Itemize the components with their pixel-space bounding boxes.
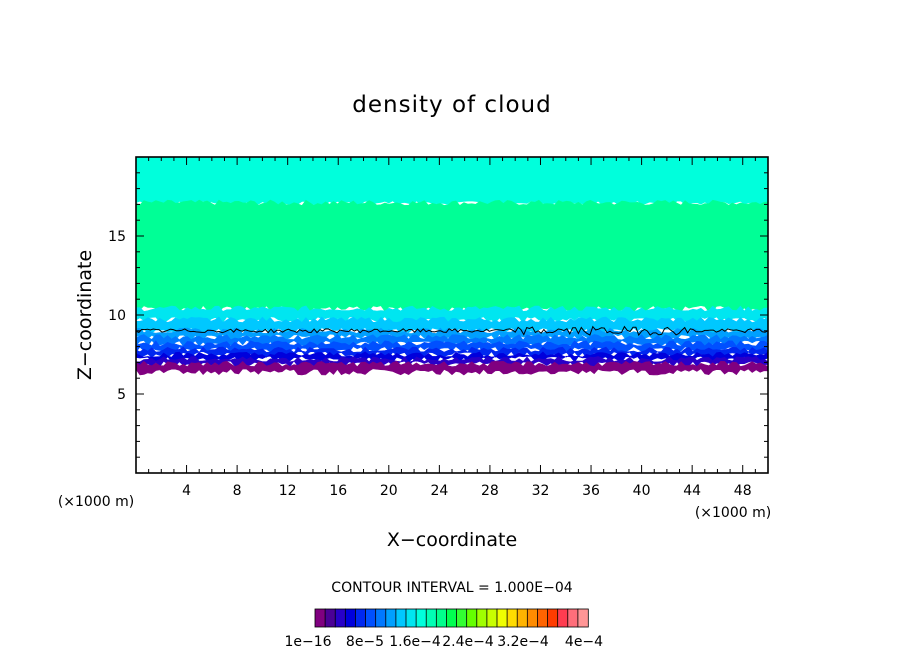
colorbar-tick-label: 2.4e−4 xyxy=(442,634,494,650)
x-unit-label-right: (×1000 m) xyxy=(695,505,771,521)
x-axis-ticks: 4 8 12 16 20 24 28 32 36 40 44 48 xyxy=(148,157,756,499)
x-tick-label: 8 xyxy=(233,483,242,499)
colorbar-swatch xyxy=(415,608,427,628)
x-tick-label: 20 xyxy=(380,483,398,499)
y-tick-label: 15 xyxy=(108,229,126,245)
colorbar-swatch xyxy=(526,608,539,628)
colorbar-tick-label: 1.6e−4 xyxy=(389,634,441,650)
colorbar-swatch xyxy=(324,608,336,628)
colorbar-swatch xyxy=(355,608,367,628)
colorbar-swatch xyxy=(425,608,438,628)
x-unit-label-left: (×1000 m) xyxy=(58,494,134,510)
x-tick-label: 12 xyxy=(279,483,297,499)
colorbar-swatch xyxy=(456,608,468,628)
colorbar-labels: 1e−16 8e−5 1.6e−4 2.4e−4 3.2e−4 4e−4 xyxy=(284,634,603,650)
chart-title: density of cloud xyxy=(352,92,551,118)
colorbar-tick-label: 8e−5 xyxy=(346,634,384,650)
colorbar-swatch xyxy=(435,608,448,628)
cloud-layer-10 xyxy=(136,360,768,376)
colorbar-swatch xyxy=(476,608,488,628)
colorbar-swatch xyxy=(466,608,478,628)
colorbar-swatch xyxy=(557,608,569,628)
y-tick-label: 5 xyxy=(117,387,126,403)
x-tick-label: 28 xyxy=(481,483,499,499)
x-tick-label: 36 xyxy=(582,483,600,499)
colorbar-swatch xyxy=(385,608,397,628)
colorbar-swatch xyxy=(375,608,387,628)
colorbar-swatch xyxy=(547,608,559,628)
colorbar-swatch xyxy=(516,608,529,628)
cloud-layer-6 xyxy=(136,340,768,354)
contour-interval-label: CONTOUR INTERVAL = 1.000E−04 xyxy=(331,580,572,596)
x-tick-label: 4 xyxy=(182,483,191,499)
colorbar-swatch xyxy=(334,608,347,628)
y-axis-ticks: 5 10 15 xyxy=(108,172,768,458)
colorbar-tick-label: 4e−4 xyxy=(565,634,603,650)
cloud-layer-1 xyxy=(136,199,768,313)
x-tick-label: 48 xyxy=(734,483,752,499)
x-axis-label: X−coordinate xyxy=(387,529,517,551)
contour-line xyxy=(136,325,768,337)
colorbar-swatch xyxy=(314,608,326,628)
y-tick-label: 10 xyxy=(108,308,126,324)
colorbar-swatch xyxy=(577,608,589,628)
colorbar-swatch xyxy=(506,608,518,628)
colorbar-swatch xyxy=(446,608,458,628)
colorbar-swatch xyxy=(344,608,357,628)
colorbar-swatch xyxy=(496,608,508,628)
density-fill xyxy=(136,157,768,376)
x-tick-label: 24 xyxy=(430,483,448,499)
x-tick-label: 40 xyxy=(633,483,651,499)
colorbar-tick-label: 3.2e−4 xyxy=(497,634,549,650)
x-tick-label: 16 xyxy=(329,483,347,499)
cloud-layer-0 xyxy=(136,157,768,206)
colorbar-tick-label: 1e−16 xyxy=(284,634,331,650)
y-axis-label: Z−coordinate xyxy=(74,250,96,380)
colorbar-swatch xyxy=(365,608,377,628)
x-tick-label: 32 xyxy=(532,483,550,499)
colorbar-swatch xyxy=(395,608,407,628)
colorbar-swatch xyxy=(537,608,549,628)
colorbar-swatch xyxy=(405,608,417,628)
colorbar xyxy=(314,608,589,628)
x-tick-label: 44 xyxy=(683,483,701,499)
colorbar-swatch xyxy=(486,608,498,628)
colorbar-swatch xyxy=(567,608,579,628)
